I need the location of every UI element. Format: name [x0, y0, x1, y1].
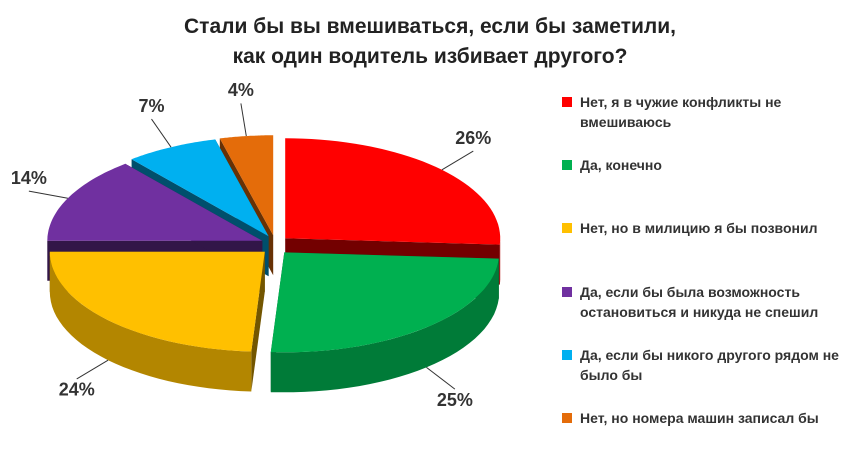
slice-wall: [270, 258, 499, 393]
leader-line: [28, 190, 68, 199]
legend-label: Да, если бы никого другого рядом не было…: [580, 347, 839, 383]
slice-wall: [49, 251, 252, 392]
legend-label: Нет, но номера машин записал бы: [580, 410, 819, 426]
plot: 26% 25% 24% 14% 7% 4%: [11, 80, 501, 410]
pie-slice: [285, 138, 501, 245]
data-label: 14%: [11, 168, 47, 188]
legend-swatch: [562, 413, 572, 423]
data-label: 4%: [228, 80, 254, 100]
data-label: 24%: [59, 380, 95, 400]
legend-entry: Нет, я в чужие конфликты не вмешиваюсь: [562, 92, 860, 132]
leader-line: [151, 118, 172, 148]
legend-label: Нет, но в милицию я бы позвонил: [580, 220, 818, 236]
pie-slice: [219, 135, 274, 236]
legend-entry: Нет, но номера машин записал бы: [562, 408, 860, 428]
data-label: 26%: [455, 128, 491, 148]
legend-swatch: [562, 287, 572, 297]
legend-label: Да, если бы была возможность остановитьс…: [580, 284, 819, 320]
pie-slice: [49, 251, 265, 352]
chart-title: Стали бы вы вмешиваться, если бы заметил…: [184, 15, 676, 68]
legend-swatch: [562, 223, 572, 233]
leader-line: [426, 366, 456, 390]
legend-entry: Да, если бы была возможность остановитьс…: [562, 282, 860, 322]
legend-swatch: [562, 350, 572, 360]
leader-line: [441, 150, 474, 171]
pie-slice: [131, 139, 269, 237]
legend-swatch: [562, 97, 572, 107]
pie-slice: [47, 163, 263, 241]
legend-swatch: [562, 160, 572, 170]
legend-label: Нет, я в чужие конфликты не вмешиваюсь: [580, 94, 782, 130]
legend-entry: Да, конечно: [562, 155, 860, 175]
leader-line: [240, 103, 247, 137]
data-label: 25%: [437, 390, 473, 410]
pie-slice: [270, 252, 499, 353]
legend-entry: Нет, но в милицию я бы позвонил: [562, 218, 860, 238]
data-label: 7%: [139, 96, 165, 116]
leader-line: [76, 359, 109, 380]
legend-entry: Да, если бы никого другого рядом не было…: [562, 345, 860, 385]
legend-label: Да, конечно: [580, 157, 662, 173]
